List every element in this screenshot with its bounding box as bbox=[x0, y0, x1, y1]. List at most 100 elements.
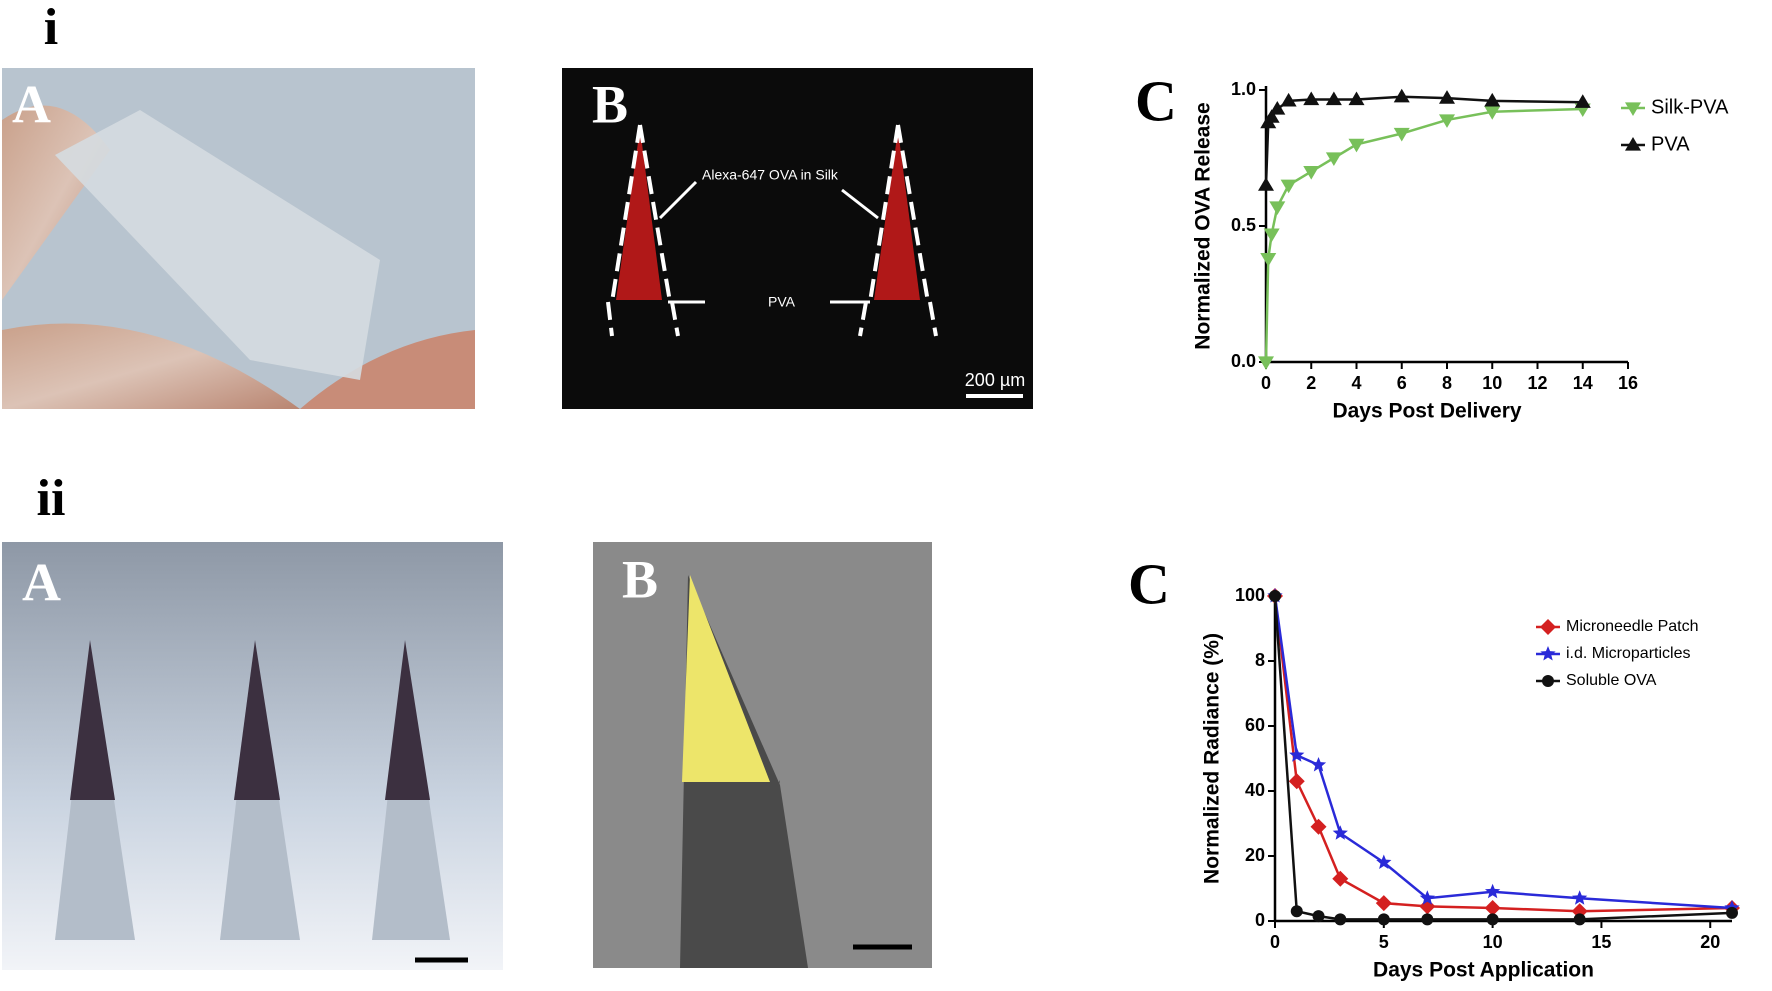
marker bbox=[1573, 913, 1586, 926]
marker bbox=[1258, 177, 1274, 191]
marker bbox=[1726, 906, 1738, 919]
marker bbox=[1269, 590, 1281, 602]
marker bbox=[1269, 101, 1286, 115]
photo bbox=[2, 68, 475, 409]
series-line bbox=[1264, 107, 1583, 363]
x-tick-label: 6 bbox=[1397, 373, 1407, 393]
y-tick-label: 20 bbox=[1245, 845, 1265, 865]
row-label: ii bbox=[37, 470, 66, 527]
y-tick-label: 0.5 bbox=[1231, 215, 1256, 235]
x-tick-label: 2 bbox=[1306, 373, 1316, 393]
scale-bar-label: 200 µm bbox=[965, 370, 1025, 390]
marker bbox=[1260, 253, 1277, 267]
panel-label: A bbox=[22, 552, 61, 612]
photo: Alexa-647 OVA in Silk PVA 200 µm bbox=[562, 68, 1033, 409]
row-label: i bbox=[44, 0, 58, 56]
x-tick-label: 10 bbox=[1483, 932, 1503, 952]
marker bbox=[1439, 114, 1455, 128]
marker bbox=[1348, 138, 1365, 153]
marker bbox=[1421, 913, 1434, 926]
x-tick-label: 20 bbox=[1700, 932, 1720, 952]
marker bbox=[1348, 91, 1365, 106]
panel-label: B bbox=[622, 549, 658, 609]
x-tick-label: 10 bbox=[1482, 373, 1502, 393]
marker bbox=[1484, 106, 1501, 120]
marker bbox=[1280, 179, 1297, 194]
marker bbox=[1325, 152, 1342, 166]
y-axis-label: Normalized Radiance (%) bbox=[1201, 633, 1224, 884]
panel-label: B bbox=[592, 74, 628, 134]
marker bbox=[1334, 913, 1347, 926]
marker bbox=[1375, 895, 1392, 912]
marker bbox=[1419, 890, 1435, 905]
marker bbox=[1289, 747, 1305, 762]
legend-label: Microneedle Patch bbox=[1566, 618, 1699, 635]
y-tick-label: 8 bbox=[1255, 650, 1265, 670]
y-tick-label: 0 bbox=[1255, 910, 1265, 930]
marker bbox=[1310, 818, 1327, 835]
legend-label: Silk-PVA bbox=[1651, 96, 1729, 118]
marker bbox=[1486, 913, 1499, 926]
x-tick-label: 0 bbox=[1261, 373, 1271, 393]
photo bbox=[2, 542, 503, 970]
x-tick-label: 12 bbox=[1527, 373, 1547, 393]
legend-label: i.d. Microparticles bbox=[1566, 645, 1690, 662]
legend-marker bbox=[1542, 675, 1554, 687]
y-tick-label: 1.0 bbox=[1231, 79, 1256, 99]
x-tick-label: 8 bbox=[1442, 373, 1452, 393]
x-tick-label: 4 bbox=[1351, 373, 1361, 393]
x-tick-label: 15 bbox=[1591, 932, 1611, 952]
y-tick-label: 0.0 bbox=[1231, 351, 1256, 371]
marker bbox=[1484, 900, 1501, 916]
marker bbox=[1280, 92, 1297, 107]
panel-label: C bbox=[1128, 551, 1170, 616]
marker bbox=[1312, 910, 1325, 923]
x-tick-label: 16 bbox=[1618, 373, 1638, 393]
annotation: PVA bbox=[768, 294, 796, 310]
legend-label: Soluble OVA bbox=[1566, 672, 1657, 689]
x-tick-label: 5 bbox=[1379, 932, 1389, 952]
marker bbox=[1484, 92, 1501, 107]
marker bbox=[1288, 773, 1305, 790]
y-axis-label: Normalized OVA Release bbox=[1192, 102, 1215, 349]
marker bbox=[1485, 883, 1501, 899]
marker bbox=[1290, 905, 1303, 918]
marker bbox=[1572, 890, 1588, 905]
marker bbox=[1574, 94, 1591, 108]
panel-label: A bbox=[12, 74, 51, 134]
marker bbox=[1332, 870, 1349, 887]
photo bbox=[593, 542, 932, 968]
legend-marker bbox=[1540, 619, 1556, 635]
series-line bbox=[1273, 595, 1733, 910]
legend-marker bbox=[1625, 102, 1641, 116]
legend-marker bbox=[1540, 646, 1556, 661]
marker bbox=[1376, 854, 1392, 869]
marker bbox=[1332, 825, 1348, 840]
x-tick-label: 14 bbox=[1573, 373, 1593, 393]
marker bbox=[1393, 88, 1410, 103]
x-axis-label: Days Post Delivery bbox=[1332, 400, 1521, 423]
y-tick-label: 40 bbox=[1245, 780, 1265, 800]
marker bbox=[1377, 913, 1390, 926]
x-axis-label: Days Post Application bbox=[1373, 959, 1594, 982]
marker bbox=[1269, 201, 1286, 215]
x-tick-label: 0 bbox=[1270, 932, 1280, 952]
marker bbox=[1263, 109, 1280, 123]
y-tick-label: 100 bbox=[1235, 585, 1265, 605]
marker bbox=[1310, 757, 1327, 772]
legend-marker bbox=[1625, 137, 1641, 151]
marker bbox=[1393, 127, 1410, 142]
marker bbox=[1303, 166, 1320, 180]
y-tick-label: 60 bbox=[1245, 715, 1265, 735]
legend-label: PVA bbox=[1651, 133, 1690, 155]
marker bbox=[1325, 91, 1342, 106]
marker bbox=[1258, 356, 1274, 370]
annotation: Alexa-647 OVA in Silk bbox=[702, 167, 839, 183]
marker bbox=[1303, 91, 1320, 106]
marker bbox=[1263, 228, 1280, 243]
marker bbox=[1439, 90, 1455, 104]
panel-label: C bbox=[1135, 68, 1177, 133]
series-line bbox=[1273, 595, 1733, 913]
